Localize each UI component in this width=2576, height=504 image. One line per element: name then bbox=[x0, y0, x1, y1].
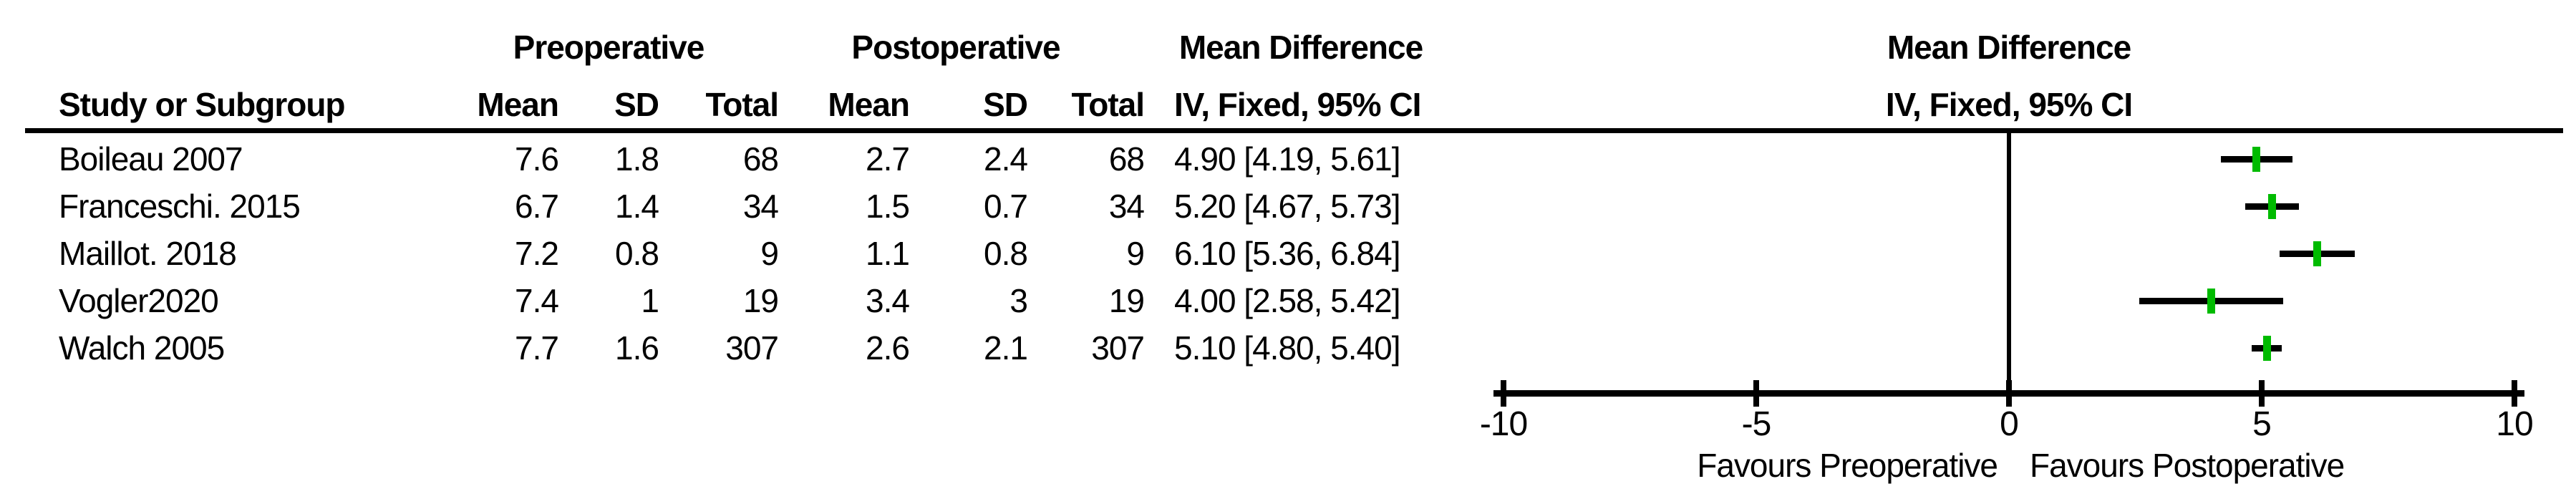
plot-title-line2: IV, Fixed, 95% CI bbox=[1885, 86, 2133, 123]
axis-tick-label: 5 bbox=[2252, 405, 2272, 443]
study-name: Franceschi. 2015 bbox=[59, 188, 301, 225]
axis-tick bbox=[2259, 380, 2265, 407]
post-mean-value: 1.5 bbox=[866, 188, 910, 225]
pre-sd-value: 0.8 bbox=[615, 235, 659, 272]
pre-total-column-header: Total bbox=[705, 86, 779, 123]
post-mean-column-header: Mean bbox=[828, 86, 910, 123]
post-total-value: 68 bbox=[1108, 140, 1145, 178]
post-sd-value: 0.7 bbox=[984, 188, 1028, 225]
pre-mean-value: 7.2 bbox=[515, 235, 559, 272]
pre-total-value: 307 bbox=[725, 329, 779, 367]
post-total-value: 19 bbox=[1108, 282, 1145, 319]
zero-reference-line bbox=[2007, 133, 2011, 390]
study-name: Boileau 2007 bbox=[59, 140, 243, 178]
axis-tick-label: 10 bbox=[2496, 405, 2533, 443]
pre-sd-value: 1.4 bbox=[615, 188, 659, 225]
study-marker bbox=[2267, 193, 2276, 219]
post-mean-value: 1.1 bbox=[866, 235, 910, 272]
study-name: Maillot. 2018 bbox=[59, 235, 237, 272]
post-total-value: 34 bbox=[1108, 188, 1145, 225]
post-total-column-header: Total bbox=[1071, 86, 1145, 123]
ci-column-header: IV, Fixed, 95% CI bbox=[1174, 86, 1421, 123]
study-marker bbox=[2262, 335, 2271, 361]
post-mean-value: 2.7 bbox=[866, 140, 910, 178]
ci-text: 5.20 [4.67, 5.73] bbox=[1174, 188, 1400, 225]
post-mean-value: 3.4 bbox=[866, 282, 910, 319]
pre-sd-value: 1.6 bbox=[615, 329, 659, 367]
post-sd-column-header: SD bbox=[983, 86, 1028, 123]
favours-left-label: Favours Preoperative bbox=[1697, 447, 1998, 484]
ci-text: 6.10 [5.36, 6.84] bbox=[1174, 235, 1400, 272]
axis-tick bbox=[1501, 380, 1506, 407]
pre-mean-value: 7.7 bbox=[515, 329, 559, 367]
mean-difference-column-header: Mean Difference bbox=[1178, 29, 1423, 66]
study-name: Walch 2005 bbox=[59, 329, 225, 367]
header-separator-line bbox=[25, 128, 2563, 133]
pre-sd-column-header: SD bbox=[614, 86, 659, 123]
pre-mean-column-header: Mean bbox=[477, 86, 559, 123]
axis-tick bbox=[2512, 380, 2517, 407]
favours-right-label: Favours Postoperative bbox=[2030, 447, 2345, 484]
pre-mean-value: 7.6 bbox=[515, 140, 559, 178]
study-marker bbox=[2207, 288, 2215, 314]
pre-mean-value: 6.7 bbox=[515, 188, 559, 225]
post-sd-value: 2.4 bbox=[984, 140, 1028, 178]
pre-total-value: 9 bbox=[760, 235, 779, 272]
study-marker bbox=[2313, 241, 2322, 266]
post-sd-value: 2.1 bbox=[984, 329, 1028, 367]
axis-tick-label: -10 bbox=[1479, 405, 1528, 443]
post-sd-value: 3 bbox=[1009, 282, 1028, 319]
pre-sd-value: 1 bbox=[641, 282, 659, 319]
post-total-value: 307 bbox=[1091, 329, 1145, 367]
axis-tick-label: 0 bbox=[2000, 405, 2019, 443]
axis-tick bbox=[2006, 380, 2012, 407]
pre-total-value: 34 bbox=[742, 188, 779, 225]
pre-total-value: 68 bbox=[742, 140, 779, 178]
pre-mean-value: 7.4 bbox=[515, 282, 559, 319]
pre-total-value: 19 bbox=[742, 282, 779, 319]
axis-tick bbox=[1753, 380, 1759, 407]
preoperative-group-header: Preoperative bbox=[513, 29, 705, 66]
ci-text: 4.90 [4.19, 5.61] bbox=[1174, 140, 1400, 178]
post-total-value: 9 bbox=[1126, 235, 1145, 272]
ci-text: 5.10 [4.80, 5.40] bbox=[1174, 329, 1400, 367]
post-sd-value: 0.8 bbox=[984, 235, 1028, 272]
study-column-header: Study or Subgroup bbox=[59, 86, 346, 123]
study-name: Vogler2020 bbox=[59, 282, 219, 319]
postoperative-group-header: Postoperative bbox=[851, 29, 1060, 66]
study-marker bbox=[2252, 146, 2261, 172]
post-mean-value: 2.6 bbox=[866, 329, 910, 367]
axis-tick-label: -5 bbox=[1741, 405, 1772, 443]
pre-sd-value: 1.8 bbox=[615, 140, 659, 178]
ci-text: 4.00 [2.58, 5.42] bbox=[1174, 282, 1400, 319]
plot-title-line1: Mean Difference bbox=[1887, 29, 2131, 66]
